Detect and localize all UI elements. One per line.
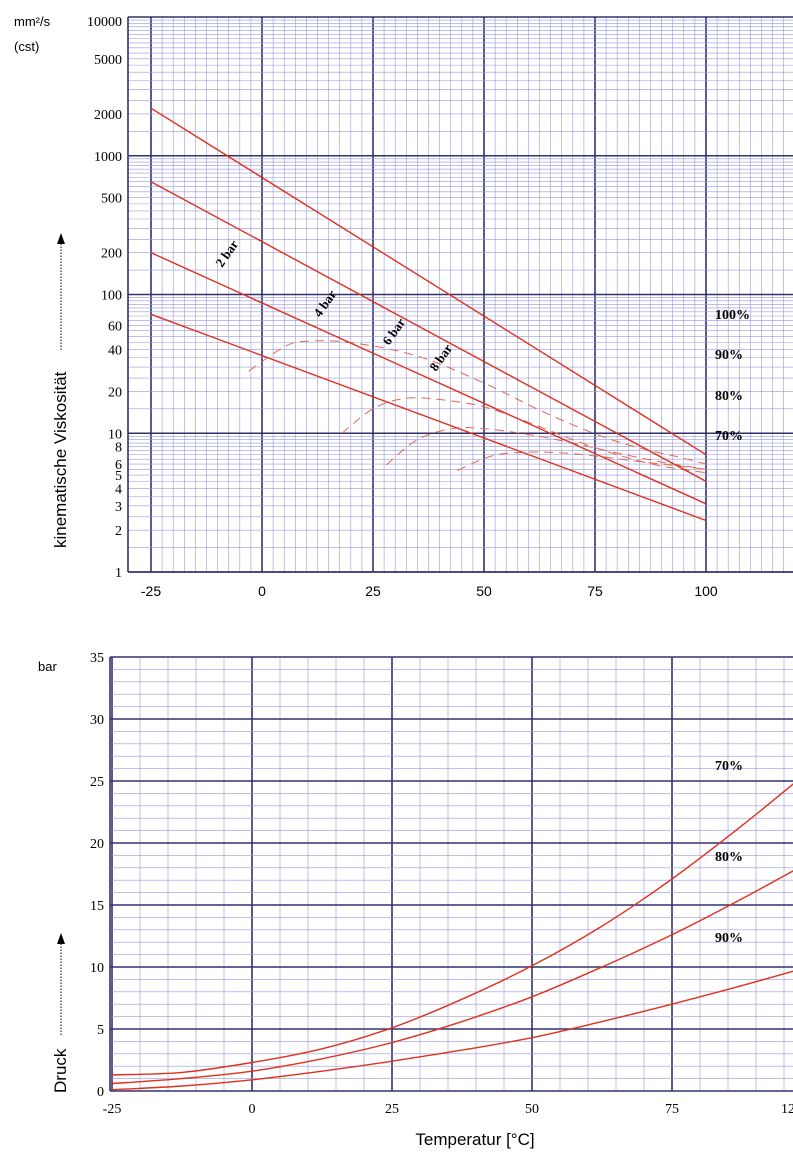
viscosity-unit-cst-label: (cst) [14, 39, 39, 54]
viscosity-y-tick-label: 6 [115, 458, 122, 473]
viscosity-x-tick-label: 100 [694, 583, 718, 599]
viscosity-pressure-label: 4 bar [310, 287, 339, 320]
pressure-ylabel-arrow-head [57, 933, 65, 944]
viscosity-series-line-3 [150, 252, 707, 505]
pressure-series-label: 70% [715, 759, 743, 774]
pressure-y-tick-label: 5 [97, 1023, 104, 1038]
viscosity-y-tick-label: 1000 [94, 150, 122, 165]
pressure-axis-title: Druck [51, 933, 70, 1093]
viscosity-x-tick-label: 25 [365, 583, 381, 599]
viscosity-pressure-curve-4 [457, 451, 707, 471]
pressure-tick-labels: -2502550751001205101520253035 [90, 651, 793, 1117]
viscosity-y-tick-label: 2000 [94, 108, 122, 123]
viscosity-series-label: 80% [715, 389, 743, 404]
pressure-y-tick-label: 15 [90, 899, 104, 914]
viscosity-y-tick-label: 2 [115, 524, 122, 539]
pressure-y-tick-label: 25 [90, 775, 104, 790]
pressure-series-line-2 [111, 870, 793, 1085]
viscosity-series-label: 90% [715, 348, 743, 363]
viscosity-unit-label: mm²/s [14, 14, 51, 29]
viscosity-y-tick-label: 60 [108, 319, 122, 334]
pressure-chart: -2502550751001205101520253035 70%80%90% … [38, 651, 793, 1149]
pressure-y-tick-label: 10 [90, 961, 104, 976]
pressure-y-tick-label: 35 [90, 651, 104, 666]
pressure-y-tick-label: 30 [90, 713, 104, 728]
viscosity-y-tick-label: 5000 [94, 53, 122, 68]
pressure-unit-label: bar [38, 659, 57, 674]
viscosity-y-tick-label: 5 [115, 469, 122, 484]
viscosity-y-tick-label: 20 [108, 385, 122, 400]
viscosity-x-tick-label: -25 [141, 583, 161, 599]
viscosity-y-tick-label: 40 [108, 344, 122, 359]
viscosity-y-tick-label: 200 [101, 247, 122, 262]
viscosity-y-tick-label: 1 [115, 566, 122, 581]
pressure-y-tick-label: 0 [97, 1085, 104, 1100]
viscosity-chart: -25 0 25 50 75 100100005000200010005002001006… [14, 14, 793, 599]
viscosity-y-tick-label: 3 [115, 500, 122, 515]
viscosity-x-tick-label: 50 [476, 583, 492, 599]
pressure-series-label: 90% [715, 931, 743, 946]
viscosity-tick-labels: -25 0 25 50 75 100100005000200010005002001006… [87, 15, 718, 599]
pressure-x-tick-label: 50 [525, 1102, 539, 1117]
pressure-series-line-3 [111, 970, 793, 1091]
pressure-series-label: 80% [715, 850, 743, 865]
pressure-ylabel: Druck [51, 1048, 70, 1093]
viscosity-series [150, 107, 707, 522]
viscosity-y-tick-label: 4 [115, 482, 122, 497]
viscosity-series-label: 100% [715, 308, 750, 323]
viscosity-y-tick-label: 10 [108, 427, 122, 442]
pressure-x-tick-label: 75 [665, 1102, 679, 1117]
viscosity-pressure-curve-3 [385, 427, 707, 470]
viscosity-y-tick-label: 100 [101, 289, 122, 304]
viscosity-y-tick-label: 500 [101, 192, 122, 207]
pressure-series-labels: 70% 80% 90% [715, 759, 743, 946]
pressure-y-tick-label: 20 [90, 837, 104, 852]
viscosity-x-tick-label: 0 [258, 583, 266, 599]
pressure-x-tick-label: -25 [103, 1102, 122, 1117]
viscosity-series-line-1 [150, 107, 707, 456]
viscosity-ylabel-arrow-head [57, 233, 65, 244]
temperature-xlabel: Temperatur [°C] [415, 1130, 534, 1149]
viscosity-y-tick-label: 10000 [87, 15, 122, 30]
pressure-x-tick-label: 25 [385, 1102, 399, 1117]
pressure-grid [109, 656, 793, 1092]
viscosity-series-line-4 [150, 313, 707, 522]
viscosity-pressure-curve-2 [341, 397, 707, 474]
pressure-series [111, 783, 793, 1091]
viscosity-ylabel: kinematische Viskosität [51, 371, 70, 548]
viscosity-series-line-2 [150, 181, 707, 483]
viscosity-pressure-curves [248, 340, 707, 474]
pressure-series-line-1 [111, 783, 793, 1076]
pressure-x-tick-label: 0 [249, 1102, 256, 1117]
viscosity-x-tick-label: 75 [587, 583, 603, 599]
viscosity-grid [127, 16, 793, 573]
viscosity-series-label: 70% [715, 429, 743, 444]
pressure-x-tick-label: 12 [781, 1102, 793, 1117]
viscosity-y-tick-label: 8 [115, 441, 122, 456]
viscosity-axis-title: kinematische Viskosität [51, 233, 70, 548]
viscosity-pressure-label: 2 bar [212, 237, 241, 270]
